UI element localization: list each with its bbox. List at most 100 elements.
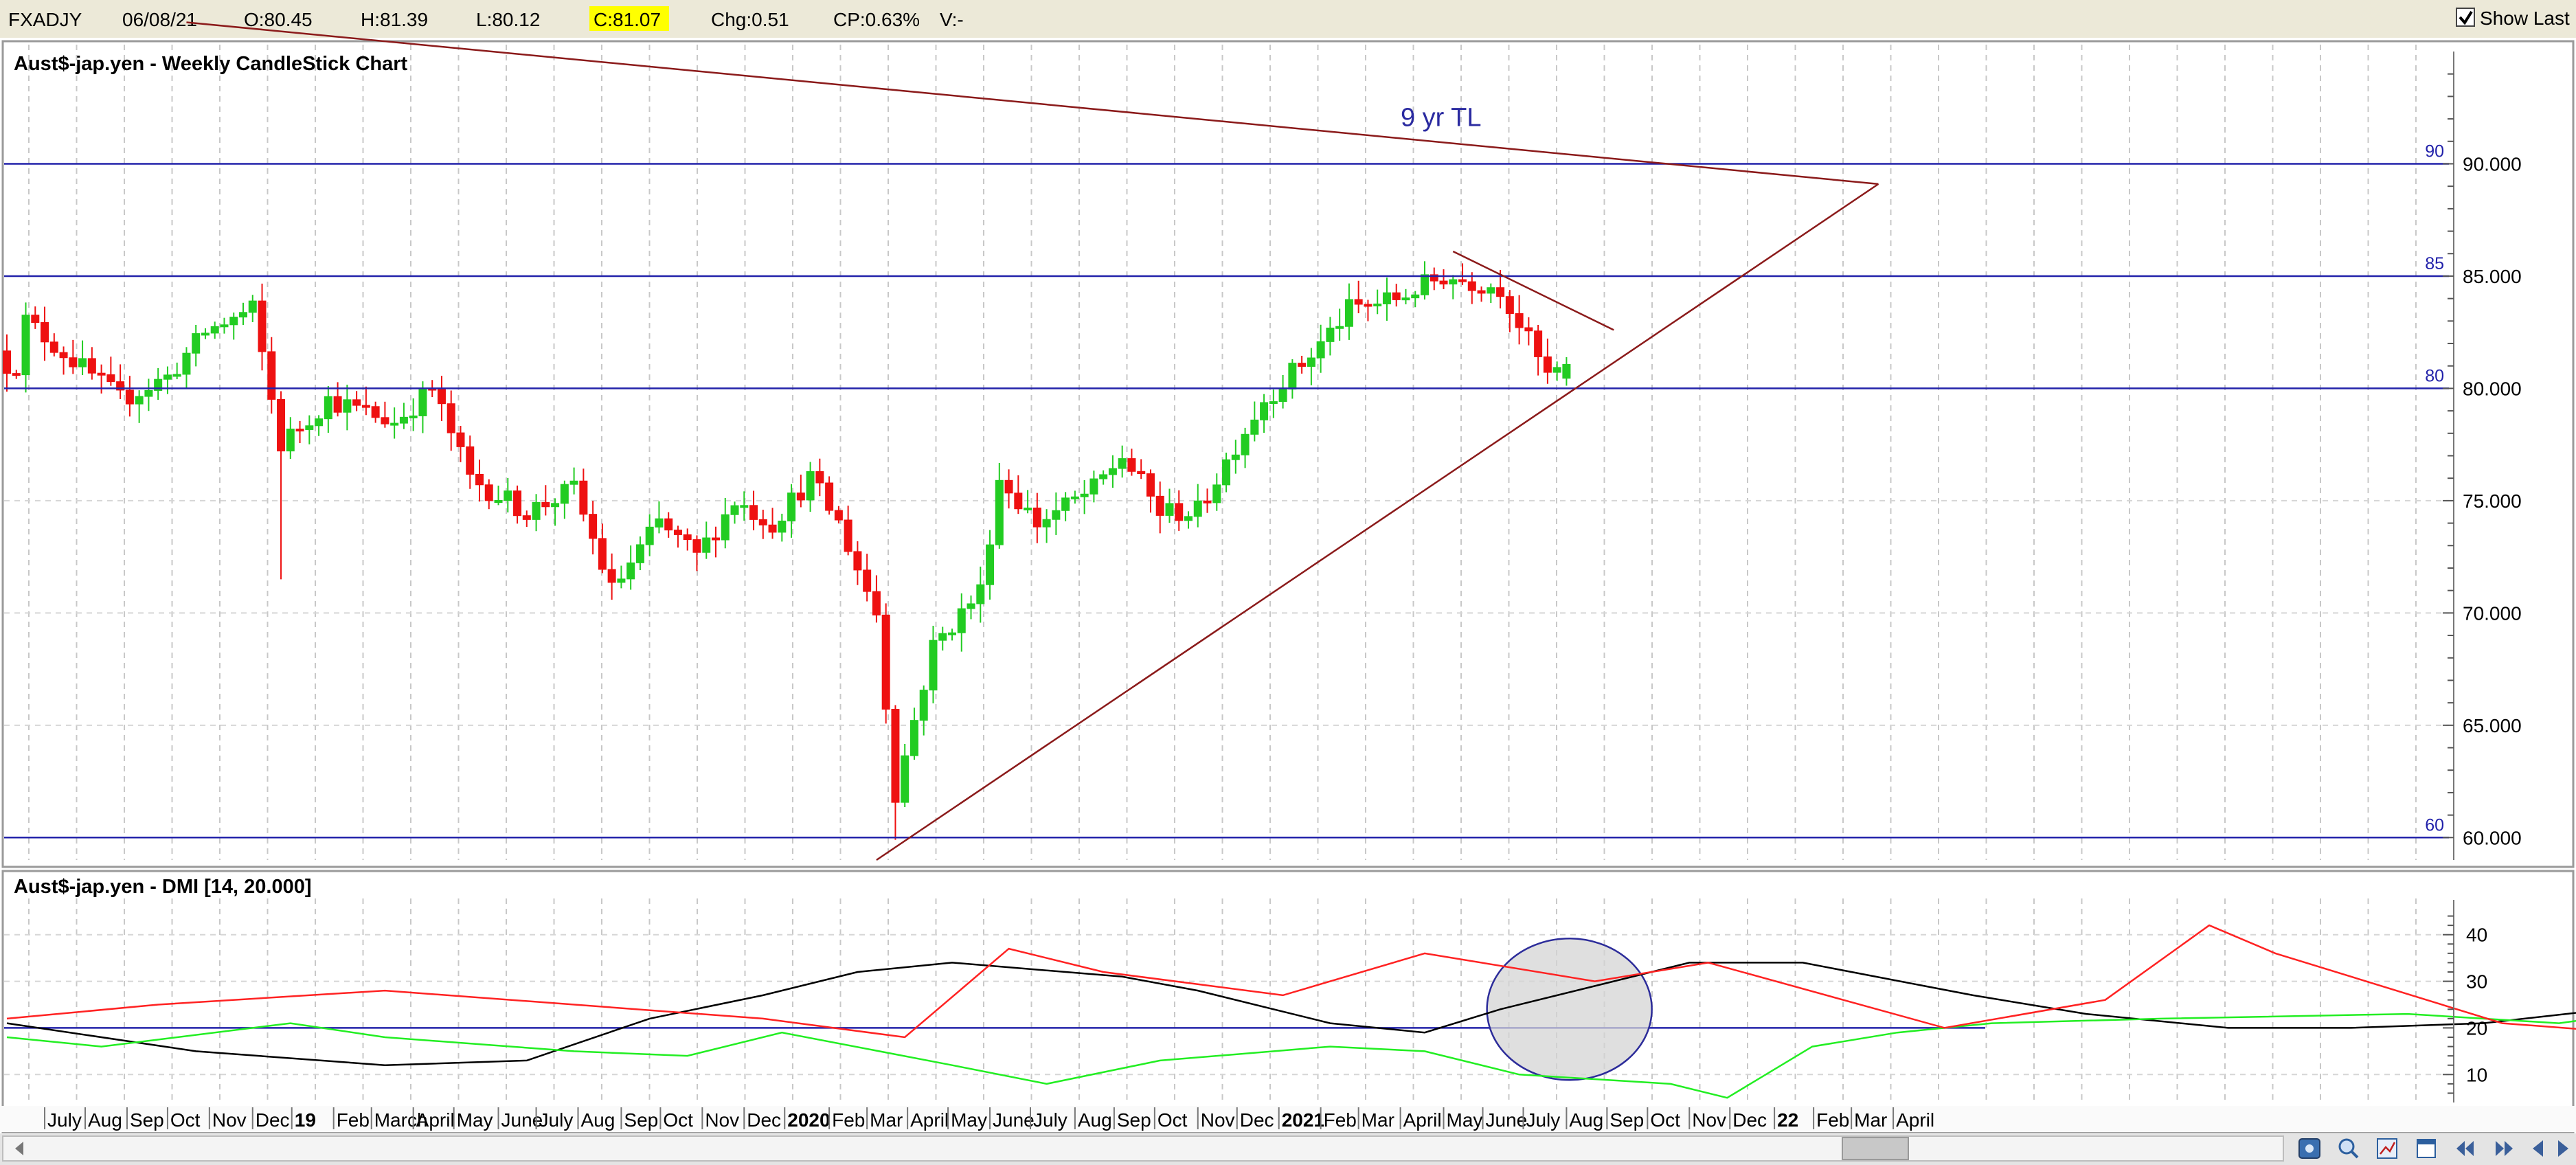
rewind-button[interactable] <box>2456 1141 2474 1156</box>
candle <box>1449 279 1458 285</box>
candle <box>1467 281 1476 291</box>
candle <box>49 341 58 353</box>
candle <box>1118 458 1127 469</box>
fast-forward-icon <box>2496 1141 2513 1156</box>
x-tick-label: Nov <box>1692 1109 1726 1131</box>
candle <box>399 416 408 424</box>
y-tick-label: 85.000 <box>2463 266 2522 287</box>
trendline <box>1452 250 1614 331</box>
scroll-right-button[interactable] <box>2558 1140 2568 1157</box>
candle <box>569 480 578 485</box>
candle <box>749 505 758 520</box>
y-tick-label: 60.000 <box>2463 827 2522 848</box>
candle <box>286 429 295 452</box>
candle <box>1250 419 1259 435</box>
candle <box>683 534 692 541</box>
candle <box>220 324 229 328</box>
candle <box>589 514 598 539</box>
candle <box>1222 459 1231 486</box>
candle <box>1146 473 1155 497</box>
dmi-tick-label: 30 <box>2466 971 2487 993</box>
candle <box>673 530 682 535</box>
x-tick-label: Dec <box>1240 1109 1274 1131</box>
chart-settings-button[interactable] <box>2298 1138 2320 1159</box>
title <box>2417 1140 2435 1144</box>
expand-button[interactable] <box>2417 1139 2436 1158</box>
x-tick-label: Aug <box>88 1109 122 1131</box>
candle <box>1231 454 1240 460</box>
candle <box>986 544 995 585</box>
candle <box>645 526 654 545</box>
x-tick-label: Dec <box>1732 1109 1767 1131</box>
candle <box>315 418 324 427</box>
candle <box>343 399 352 413</box>
arrow-left-icon <box>2533 1140 2543 1157</box>
lens <box>2338 1138 2355 1155</box>
candle <box>41 321 49 343</box>
candle <box>901 755 909 803</box>
candle <box>967 603 975 609</box>
checkbox-box[interactable] <box>2456 8 2475 27</box>
candle <box>1524 327 1533 332</box>
candle <box>1505 296 1514 314</box>
y-tick-label: 70.000 <box>2463 602 2522 624</box>
x-tick-label: 2020 <box>787 1109 830 1131</box>
scroll-arrow-left-icon[interactable] <box>15 1142 23 1155</box>
candle <box>1137 471 1146 475</box>
candle <box>995 479 1004 545</box>
x-tick-label: 2021 <box>1282 1109 1324 1131</box>
y-tick-label: 65.000 <box>2463 715 2522 736</box>
x-tick-label: April <box>1896 1109 1934 1131</box>
arrow <box>2533 1140 2543 1157</box>
x-axis-band <box>0 1106 2576 1132</box>
candle <box>1175 503 1184 521</box>
candle <box>825 482 834 511</box>
candle <box>1392 292 1401 300</box>
x-tick-label: Dec <box>256 1109 290 1131</box>
candle <box>381 417 389 425</box>
candle <box>371 406 380 418</box>
copy-chart-button[interactable] <box>2377 1138 2397 1159</box>
candle <box>1335 326 1344 329</box>
bottom-toolbar <box>0 1133 2576 1165</box>
highlight-ellipse <box>1486 938 1653 1081</box>
candle <box>116 381 125 391</box>
x-tick-label: Aug <box>1078 1109 1112 1131</box>
candle <box>1127 458 1136 472</box>
candle <box>277 398 286 452</box>
x-tick-label: Oct <box>1650 1109 1680 1131</box>
fast-forward-button[interactable] <box>2496 1141 2513 1156</box>
x-tick-label: Oct <box>1157 1109 1188 1131</box>
horizontal-scrollbar[interactable] <box>2 1135 2284 1162</box>
x-tick-label: Oct <box>663 1109 693 1131</box>
quote-header: FXADJY 06/08/21 O:80.45 H:81.39 L:80.12 … <box>0 0 2576 38</box>
candle <box>579 480 588 515</box>
candle <box>248 300 257 313</box>
candle <box>664 518 673 531</box>
candle <box>1260 402 1269 420</box>
candle <box>617 578 626 583</box>
candle <box>69 357 78 367</box>
candle <box>1411 294 1420 299</box>
x-tick-label: Sep <box>624 1109 658 1131</box>
candle <box>390 422 399 426</box>
level-label: 85 <box>2425 254 2444 273</box>
show-last-checkbox[interactable] <box>2456 8 2475 27</box>
candle <box>787 493 796 521</box>
candle <box>1269 401 1278 405</box>
candle <box>1534 330 1543 357</box>
x-tick-label: Mar <box>1854 1109 1887 1131</box>
zoom-button[interactable] <box>2338 1138 2359 1159</box>
candle <box>192 333 201 354</box>
candle <box>324 396 332 420</box>
scroll-left-button[interactable] <box>2533 1140 2543 1157</box>
candle <box>909 720 918 756</box>
scrollbar-thumb[interactable] <box>1842 1137 1909 1160</box>
change-pct-label: CP:0.63% <box>833 9 920 30</box>
x-tick-label: July <box>539 1109 574 1131</box>
check-icon <box>2459 10 2473 25</box>
candle <box>948 632 956 635</box>
candle <box>456 432 465 447</box>
x-tick-label: Nov <box>212 1109 247 1131</box>
candle <box>12 373 21 376</box>
